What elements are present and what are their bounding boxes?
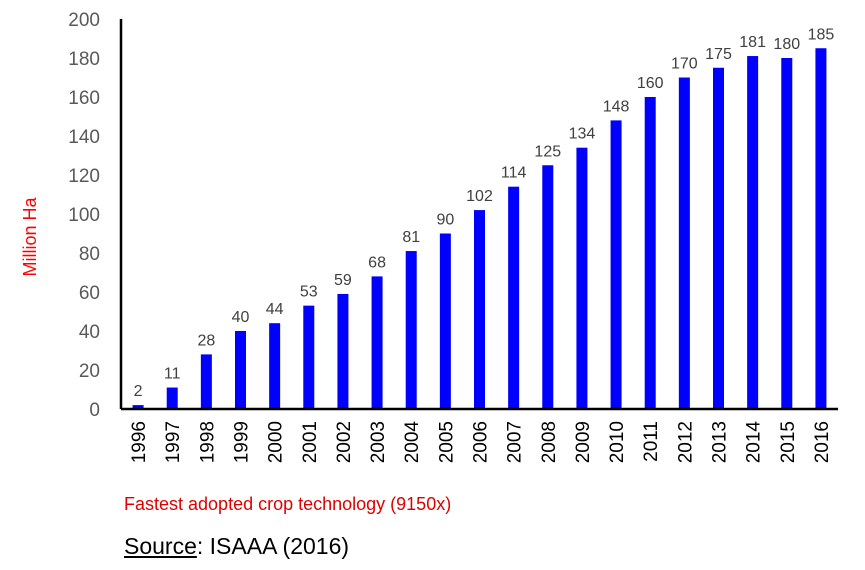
data-label-2001: 53 <box>300 284 318 301</box>
bar-2014 <box>747 56 759 410</box>
x-tick-label: 1999 <box>232 421 253 463</box>
x-axis-ticks: 1996 1997 1998 1999 2000 2001 2002 2003 2004 2005… <box>129 421 833 464</box>
data-label-2010: 148 <box>603 98 630 115</box>
source-line: Source: ISAAA (2016) <box>124 533 349 560</box>
source-text: ISAAA (2016) <box>209 533 350 559</box>
y-tick-label: 120 <box>68 166 100 187</box>
x-tick-label: 2011 <box>641 421 662 462</box>
y-tick-label: 180 <box>68 49 100 70</box>
data-label-2014: 181 <box>739 34 766 51</box>
bar-2008 <box>542 165 554 409</box>
y-tick-label: 160 <box>68 88 100 109</box>
y-tick-label: 60 <box>79 283 100 304</box>
bar-2002 <box>337 293 349 409</box>
y-tick-label: 0 <box>89 400 100 421</box>
x-tick-label: 2016 <box>812 421 833 463</box>
data-label-1996: 2 <box>134 383 143 400</box>
bar-2009 <box>576 147 588 409</box>
bar-2007 <box>508 186 520 409</box>
x-tick-label: 2007 <box>505 421 526 463</box>
data-label-2003: 68 <box>368 254 386 271</box>
bar-2000 <box>269 323 281 409</box>
y-tick-label: 80 <box>79 244 100 265</box>
y-tick-label: 40 <box>79 322 100 343</box>
x-tick-label: 1998 <box>197 421 218 463</box>
bar-2012 <box>678 77 690 409</box>
bar-2006 <box>474 210 485 409</box>
source-separator: : <box>196 533 204 559</box>
bar-1996 <box>132 405 144 409</box>
data-label-2015: 180 <box>773 36 800 53</box>
x-tick-label: 2014 <box>744 421 765 464</box>
x-tick-label: 2003 <box>368 421 389 463</box>
annotation-text: Fastest adopted crop technology (9150x) <box>124 494 452 514</box>
data-label-2000: 44 <box>266 301 284 318</box>
y-tick-label: 140 <box>68 127 100 148</box>
bar-2005 <box>439 233 451 409</box>
x-tick-label: 2013 <box>710 421 731 463</box>
bar-2011 <box>644 97 656 409</box>
data-label-1999: 40 <box>232 309 250 326</box>
data-label-2013: 175 <box>705 46 732 63</box>
x-tick-label: 2000 <box>266 421 287 463</box>
x-tick-label: 2009 <box>573 421 594 463</box>
bar-2003 <box>371 276 383 409</box>
bar-2016 <box>815 48 827 409</box>
data-label-1998: 28 <box>197 332 215 349</box>
x-tick-label: 2010 <box>607 421 628 463</box>
data-label-2009: 134 <box>569 126 596 143</box>
data-label-2002: 59 <box>334 272 352 289</box>
bar-1999 <box>235 331 246 409</box>
y-tick-label: 100 <box>68 205 100 226</box>
y-axis-ticks: 0 20 40 60 80 100 120 140 160 180 200 <box>68 10 100 421</box>
bar-2010 <box>610 120 622 410</box>
x-tick-label: 2004 <box>402 421 423 464</box>
x-tick-label: 1997 <box>163 421 184 463</box>
bar-1998 <box>200 354 212 409</box>
data-label-2016: 185 <box>808 26 835 43</box>
x-tick-label: 2015 <box>778 421 799 463</box>
data-label-2004: 81 <box>402 229 420 246</box>
y-tick-label: 200 <box>68 10 100 31</box>
data-label-2006: 102 <box>466 188 493 205</box>
x-tick-label: 2002 <box>334 421 355 463</box>
bar-1997 <box>166 387 178 409</box>
data-label-2012: 170 <box>671 56 698 73</box>
bar-2001 <box>303 305 315 409</box>
y-axis-label: Million Ha <box>20 197 40 277</box>
data-labels: 2 11 28 40 44 53 59 68 81 90 102 114 125 134 148 160 170… <box>134 26 835 400</box>
source-label: Source <box>124 533 197 559</box>
x-tick-label: 2012 <box>675 421 696 463</box>
bar-2004 <box>405 251 417 409</box>
x-tick-label: 2005 <box>436 421 457 463</box>
data-label-2008: 125 <box>534 143 561 160</box>
x-tick-label: 2008 <box>539 421 560 463</box>
data-label-2011: 160 <box>637 75 664 92</box>
bar-2013 <box>713 67 724 409</box>
data-label-2007: 114 <box>501 165 527 182</box>
y-tick-label: 20 <box>79 361 100 382</box>
x-tick-label: 1996 <box>129 421 150 463</box>
x-tick-label: 2001 <box>300 421 321 463</box>
bars <box>132 48 827 410</box>
bar-2015 <box>781 58 793 409</box>
x-tick-label: 2006 <box>471 421 492 463</box>
data-label-2005: 90 <box>436 212 454 229</box>
data-label-1997: 11 <box>164 366 181 383</box>
bar-chart: 0 20 40 60 80 100 120 140 160 180 200 2 11 28 40 44 53 5… <box>20 10 838 464</box>
